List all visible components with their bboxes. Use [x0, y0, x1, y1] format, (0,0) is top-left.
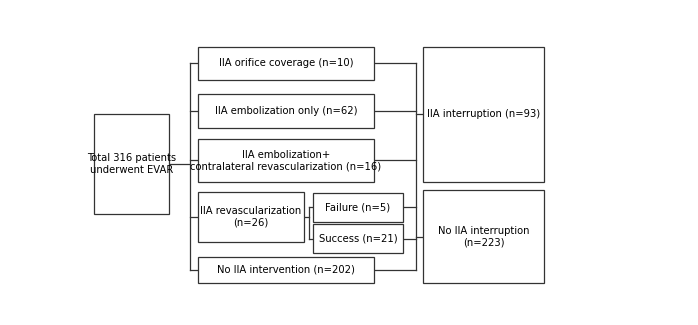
FancyBboxPatch shape: [313, 193, 403, 222]
Text: IIA embolization only (n=62): IIA embolization only (n=62): [215, 106, 357, 116]
Text: IIA embolization+
contralateral revascularization (n=16): IIA embolization+ contralateral revascul…: [191, 150, 382, 171]
FancyBboxPatch shape: [198, 139, 374, 182]
Text: No IIA intervention (n=202): No IIA intervention (n=202): [217, 265, 355, 275]
FancyBboxPatch shape: [198, 192, 304, 242]
Text: Success (n=21): Success (n=21): [319, 234, 397, 243]
FancyBboxPatch shape: [423, 46, 544, 182]
FancyBboxPatch shape: [313, 224, 403, 253]
FancyBboxPatch shape: [198, 94, 374, 128]
Text: Total 316 patients
underwent EVAR: Total 316 patients underwent EVAR: [87, 153, 176, 175]
FancyBboxPatch shape: [94, 114, 169, 214]
Text: IIA orifice coverage (n=10): IIA orifice coverage (n=10): [218, 58, 353, 68]
Text: IIA interruption (n=93): IIA interruption (n=93): [427, 109, 540, 119]
Text: Failure (n=5): Failure (n=5): [325, 202, 391, 212]
Text: No IIA interruption
(n=223): No IIA interruption (n=223): [438, 226, 529, 248]
FancyBboxPatch shape: [198, 46, 374, 80]
Text: IIA revascularization
(n=26): IIA revascularization (n=26): [200, 206, 302, 227]
FancyBboxPatch shape: [423, 190, 544, 283]
FancyBboxPatch shape: [198, 257, 374, 283]
